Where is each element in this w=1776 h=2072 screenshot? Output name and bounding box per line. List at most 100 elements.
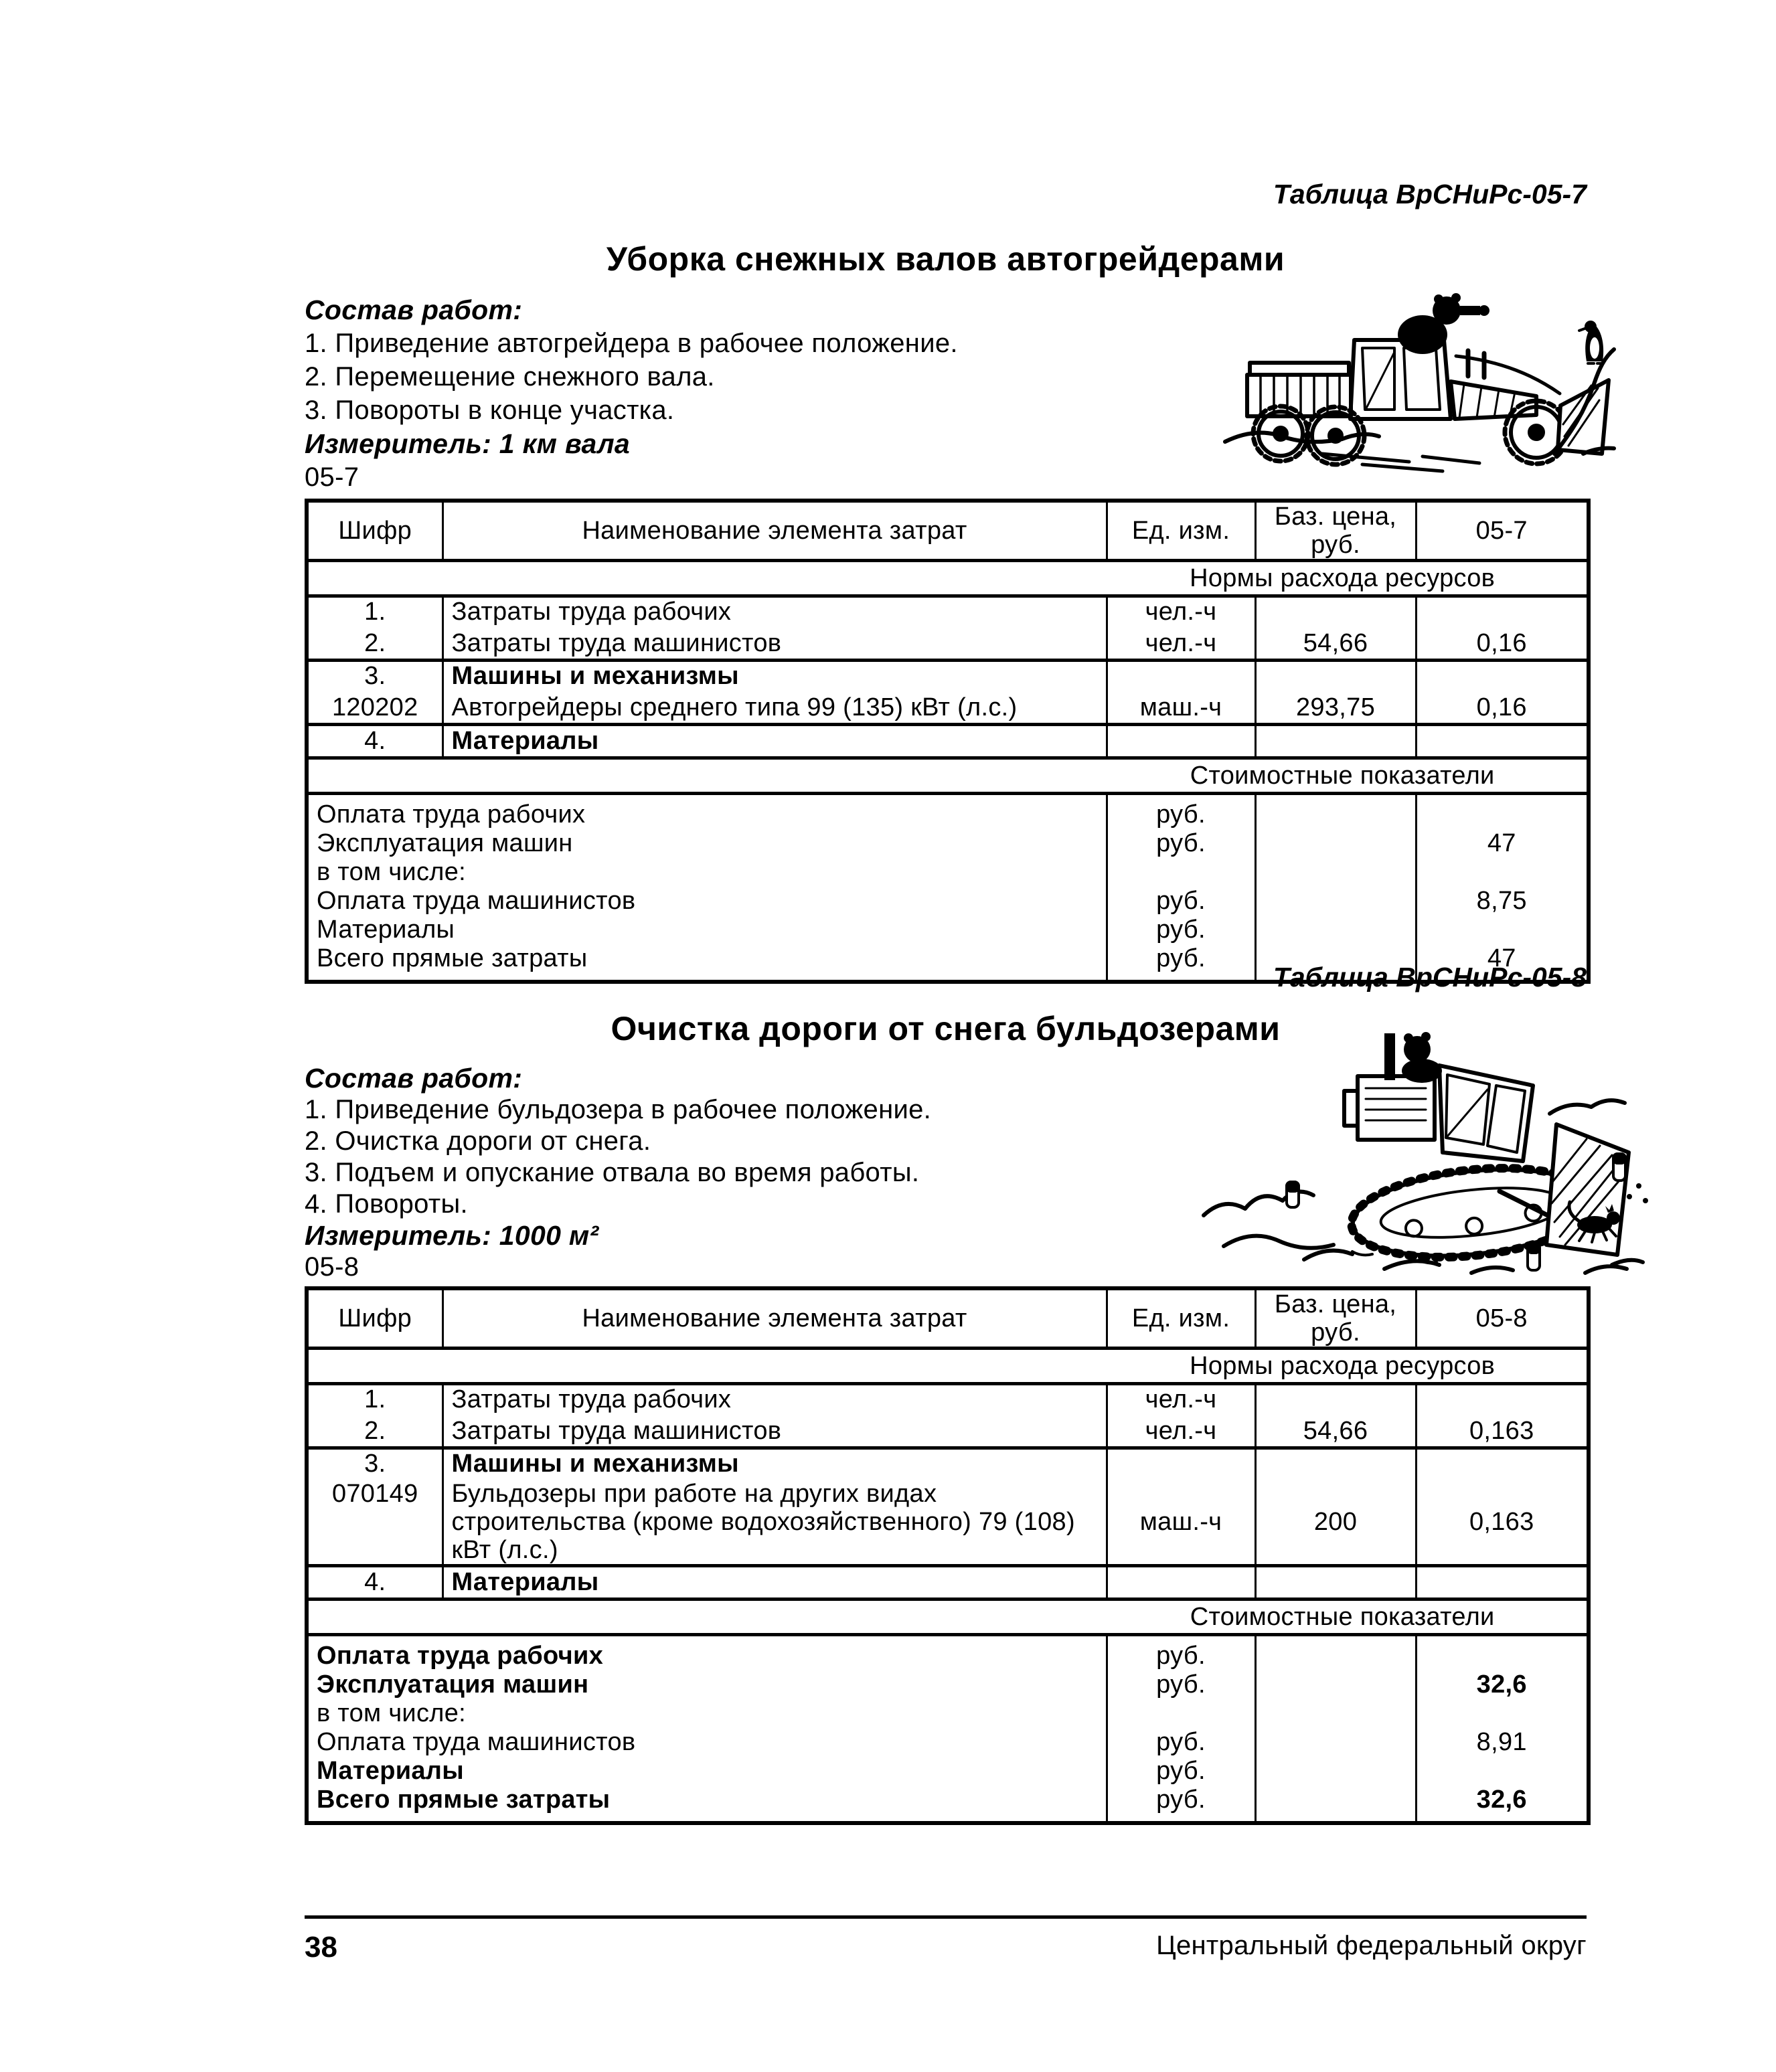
cell-price: 54,66: [1254, 628, 1416, 662]
table-header-row: Шифр Наименование элемента затрат Ед. из…: [307, 1288, 1589, 1350]
cell-code: 120202: [307, 692, 442, 726]
table-row: 3. Машины и механизмы: [307, 1448, 1589, 1480]
cost-value: [1415, 916, 1589, 944]
cell-name: Автогрейдеры среднего типа 99 (135) кВт …: [441, 692, 1107, 726]
grader-illustration: [1222, 293, 1617, 470]
cost-value: 8,75: [1415, 887, 1589, 916]
works-item: 2. Очистка дороги от снега.: [305, 1126, 651, 1156]
works-label: Состав работ:: [305, 294, 523, 325]
section1-works-block: Состав работ: 1. Приведение автогрейдера…: [305, 293, 1175, 494]
table-header-row: Шифр Наименование элемента затрат Ед. из…: [307, 501, 1589, 562]
cost-value: [1415, 1634, 1589, 1670]
cell-price: [1254, 1383, 1416, 1415]
cell-price: [1254, 660, 1416, 692]
cell-code: 2.: [307, 1415, 442, 1450]
cost-unit: руб.: [1105, 829, 1255, 858]
cell-unit: чел.-ч: [1105, 596, 1255, 628]
cell-code: 4.: [307, 724, 442, 760]
header-price-line1: Баз. цена,: [1274, 503, 1397, 531]
cost-name: Оплата труда рабочих: [317, 800, 586, 829]
cost-name: Оплата труда рабочих: [317, 1642, 604, 1670]
cost-name: Эксплуатация машин: [317, 829, 573, 857]
header-code: Шифр: [307, 501, 442, 562]
cost-unit: руб.: [1105, 793, 1255, 829]
cost-unit: [1105, 1699, 1255, 1728]
table-row: 070149 Бульдозеры при работе на других в…: [307, 1480, 1589, 1567]
cost-label: Стоимостные показатели: [307, 1599, 1589, 1636]
cost-name: Материалы: [317, 916, 455, 944]
cell-price: [1254, 1565, 1416, 1601]
cell-code: 1.: [364, 1385, 386, 1413]
works-label: Состав работ:: [305, 1063, 523, 1094]
cost-row: Эксплуатация машин руб. 32,6: [307, 1670, 1589, 1699]
cost-price: [1254, 1670, 1416, 1699]
cell-price: [1254, 724, 1416, 760]
cell-value: [1415, 660, 1589, 692]
table-code: 05-8: [305, 1252, 359, 1282]
cell-code: 3.: [364, 1450, 386, 1478]
cell-name: Затраты труда рабочих: [441, 596, 1107, 628]
cell-unit: [1105, 1565, 1255, 1601]
cost-unit: руб.: [1105, 944, 1255, 982]
cost-unit: руб.: [1105, 1757, 1255, 1786]
table-row: 1. Затраты труда рабочих чел.-ч: [307, 596, 1589, 628]
cell-value: 0,163: [1415, 1415, 1589, 1450]
cell-name: Затраты труда машинистов: [441, 628, 1107, 662]
cost-row: Оплата труда машинистов руб. 8,75: [307, 887, 1589, 916]
cost-price: [1254, 858, 1416, 887]
norms-span-row: Нормы расхода ресурсов: [307, 1348, 1589, 1385]
cost-name: Материалы: [317, 1757, 464, 1785]
cost-unit: руб.: [1105, 916, 1255, 944]
cost-price: [1254, 916, 1416, 944]
cost-value: [1415, 1757, 1589, 1786]
norm-table-05-8: Шифр Наименование элемента затрат Ед. из…: [305, 1286, 1591, 1825]
cell-unit: чел.-ч: [1105, 628, 1255, 662]
cell-name: Машины и механизмы: [441, 660, 1107, 692]
table-row: 2. Затраты труда машинистов чел.-ч 54,66…: [307, 1415, 1589, 1450]
norms-label: Нормы расхода ресурсов: [307, 1348, 1589, 1385]
cost-price: [1254, 1786, 1416, 1823]
cost-unit: руб.: [1105, 1786, 1255, 1823]
works-item: 1. Приведение бульдозера в рабочее полож…: [305, 1095, 932, 1124]
cell-value: [1415, 596, 1589, 628]
table-row: 1. Затраты труда рабочих чел.-ч: [307, 1383, 1589, 1415]
cost-value: [1415, 858, 1589, 887]
header-name: Наименование элемента затрат: [441, 501, 1107, 562]
page-number: 38: [305, 1931, 337, 1964]
cost-price: [1254, 887, 1416, 916]
cost-value: 47: [1415, 944, 1589, 982]
cost-name: Всего прямые затраты: [317, 1786, 611, 1814]
cost-price: [1254, 1699, 1416, 1728]
header-col-code: 05-8: [1415, 1288, 1589, 1350]
cell-unit: маш.-ч: [1105, 692, 1255, 726]
works-item: 1. Приведение автогрейдера в рабочее пол…: [305, 329, 958, 358]
header-unit: Ед. изм.: [1105, 501, 1255, 562]
cell-value: [1415, 1383, 1589, 1415]
table-row: 4. Материалы: [307, 724, 1589, 760]
header-name: Наименование элемента затрат: [441, 1288, 1107, 1350]
cost-name: Всего прямые затраты: [317, 944, 588, 972]
cost-value: [1415, 1699, 1589, 1728]
cost-unit: руб.: [1105, 1634, 1255, 1670]
cell-price: 200: [1254, 1480, 1416, 1567]
cell-code: 1.: [364, 598, 386, 626]
section1-title: Уборка снежных валов автогрейдерами: [606, 240, 1285, 278]
cell-name: Затраты труда машинистов: [441, 1415, 1107, 1450]
cost-value: 47: [1415, 829, 1589, 858]
cell-value: [1415, 1448, 1589, 1480]
cost-row: Оплата труда машинистов руб. 8,91: [307, 1728, 1589, 1757]
cell-price: 293,75: [1254, 692, 1416, 726]
cost-unit: [1105, 858, 1255, 887]
cost-price: [1254, 944, 1416, 982]
table-code: 05-7: [305, 462, 359, 492]
cell-name: Затраты труда рабочих: [441, 1383, 1107, 1415]
cost-row: Всего прямые затраты руб. 47: [307, 944, 1589, 982]
cell-price: 54,66: [1254, 1415, 1416, 1450]
cell-unit: чел.-ч: [1105, 1415, 1255, 1450]
cell-unit: маш.-ч: [1105, 1480, 1255, 1567]
table-row: 4. Материалы: [307, 1565, 1589, 1601]
header-price: Баз. цена, руб.: [1254, 501, 1416, 562]
cell-code: 3.: [364, 662, 386, 690]
cost-price: [1254, 1728, 1416, 1757]
works-item: 3. Подъем и опускание отвала во время ра…: [305, 1158, 920, 1187]
